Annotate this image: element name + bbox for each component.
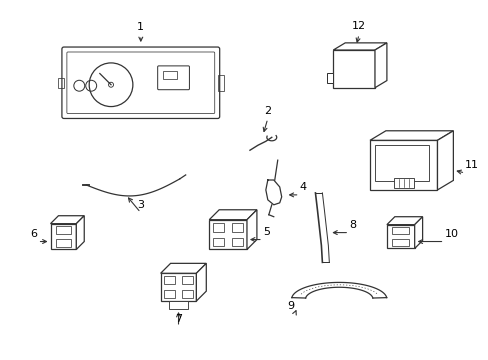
Text: 11: 11 [464,160,478,170]
Text: 6: 6 [31,229,38,239]
Polygon shape [76,216,84,249]
Polygon shape [437,131,452,190]
Text: 1: 1 [137,22,144,32]
Text: 2: 2 [264,105,271,116]
Polygon shape [414,217,422,248]
Polygon shape [333,43,386,50]
Polygon shape [50,216,84,224]
Polygon shape [326,73,333,83]
Bar [231,238,243,247]
Polygon shape [374,43,386,88]
Bar [161,273,196,301]
Text: 7: 7 [175,314,182,324]
Bar [56,239,71,247]
Bar [209,220,246,249]
Bar [163,71,176,79]
Text: 4: 4 [299,182,306,192]
Polygon shape [161,264,206,273]
Bar [393,178,413,188]
Bar [392,239,408,246]
Text: 5: 5 [263,226,269,237]
Bar [164,276,175,284]
Bar [374,145,427,181]
Bar [58,78,64,88]
Bar [369,140,437,190]
Polygon shape [209,210,256,220]
Polygon shape [246,210,256,249]
Bar [217,75,223,91]
Text: 8: 8 [348,220,356,230]
Bar [50,224,76,249]
Bar [231,223,243,231]
Bar [164,290,175,298]
Bar [333,50,374,88]
Bar [386,225,414,248]
Text: 12: 12 [351,21,366,31]
Bar [182,276,192,284]
Bar [56,226,71,234]
Bar [213,223,224,231]
Polygon shape [386,217,422,225]
Bar [392,227,408,234]
Polygon shape [369,131,452,140]
Text: 10: 10 [444,229,458,239]
Bar [168,301,188,309]
Text: 9: 9 [287,301,294,311]
Bar [182,290,192,298]
Polygon shape [196,264,206,301]
Text: 3: 3 [137,200,144,210]
Bar [213,238,224,247]
